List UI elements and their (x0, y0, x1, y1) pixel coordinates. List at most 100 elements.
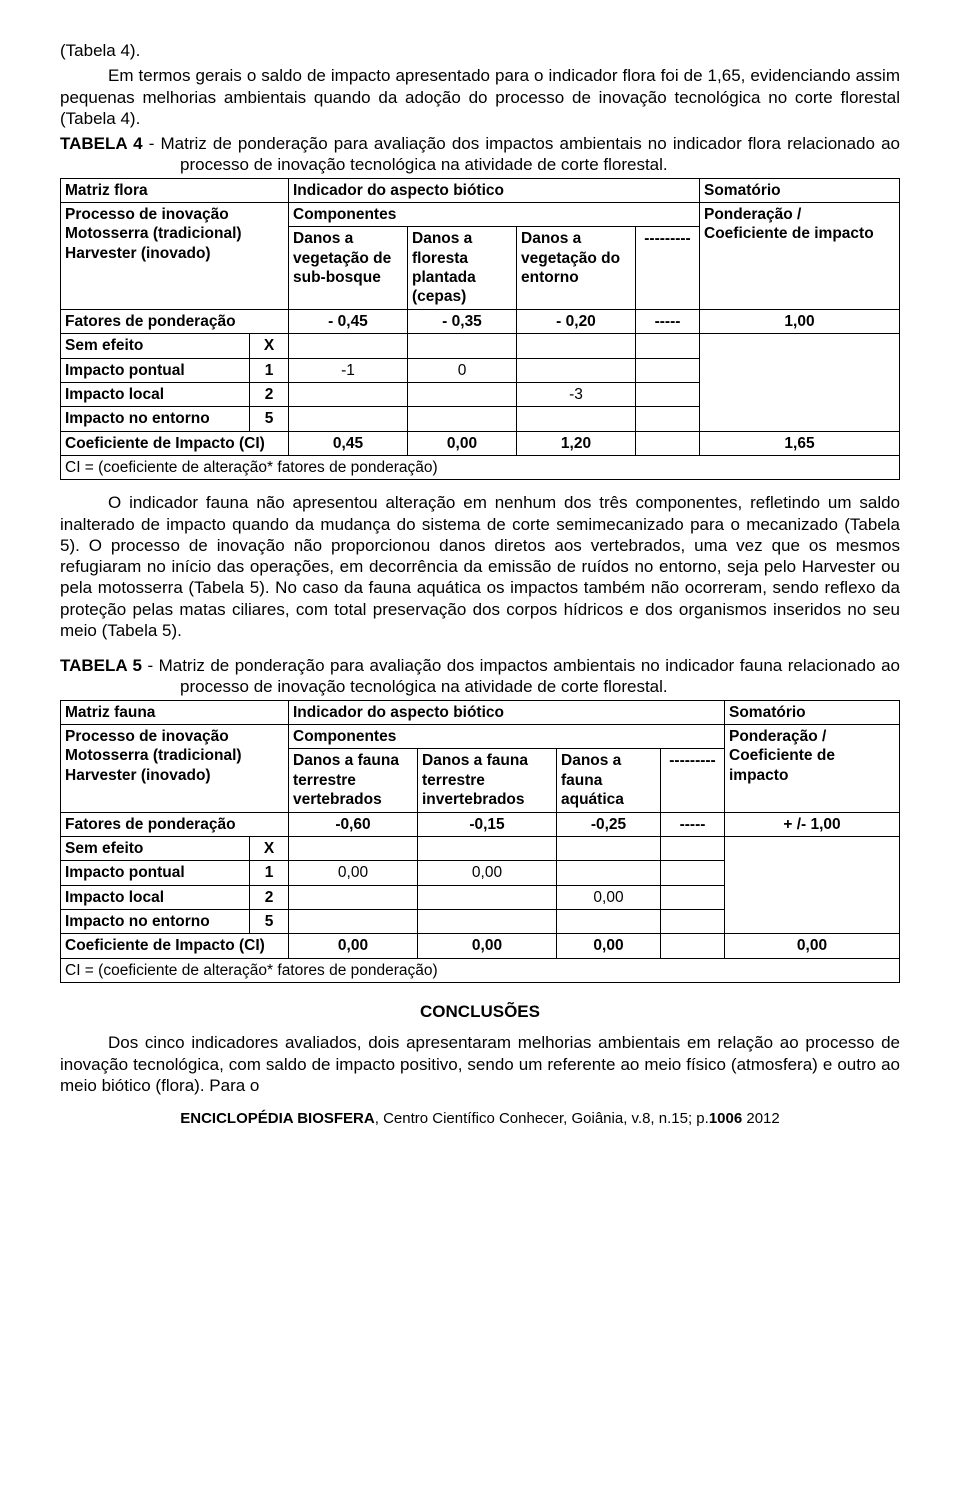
cell-empty (636, 334, 700, 358)
table-row: Fatores de ponderação -0,60 -0,15 -0,25 … (61, 812, 900, 836)
t4-r1c1: Matriz flora (61, 178, 289, 202)
paragraph-2: Em termos gerais o saldo de impacto apre… (60, 65, 900, 129)
table5-caption-body: - Matriz de ponderação para avaliação do… (147, 656, 900, 696)
footer-journal: ENCICLOPÉDIA BIOSFERA (180, 1110, 374, 1127)
footer-year: 2012 (742, 1110, 780, 1127)
table-row: Coeficiente de Impacto (CI) 0,00 0,00 0,… (61, 934, 900, 958)
cell-empty (289, 885, 418, 909)
t5-ip-v: 1 (250, 861, 289, 885)
t5-proc-b: Motosserra (tradicional) (65, 747, 242, 764)
t5-fp2: -0,15 (418, 812, 557, 836)
t5-fp1: -0,60 (289, 812, 418, 836)
table-row: Sem efeito X (61, 334, 900, 358)
t5-ie: Impacto no entorno (61, 910, 250, 934)
table5-caption: TABELA 5 - Matriz de ponderação para ava… (60, 655, 900, 698)
table-row: Fatores de ponderação - 0,45 - 0,35 - 0,… (61, 309, 900, 333)
cell-empty (408, 407, 517, 431)
paragraph-lead: (Tabela 4). (60, 40, 900, 61)
t4-h-c4: Danos a vegetação do entorno (517, 227, 636, 310)
t5-se: Sem efeito (61, 836, 250, 860)
t5-il: Impacto local (61, 885, 250, 909)
t4-ip: Impacto pontual (61, 358, 250, 382)
t4-ie: Impacto no entorno (61, 407, 250, 431)
cell-empty (636, 382, 700, 406)
t4-proc-c: Harvester (inovado) (65, 245, 211, 262)
t4-se: Sem efeito (61, 334, 250, 358)
t4-note: CI = (coeficiente de alteração* fatores … (61, 456, 900, 480)
t5-h-dash: --------- (661, 749, 725, 812)
t4-ci2: 0,00 (408, 431, 517, 455)
cell-empty (289, 382, 408, 406)
table-row: CI = (coeficiente de alteração* fatores … (61, 958, 900, 982)
table4-caption-lead: TABELA 4 (60, 134, 149, 153)
t4-proc-b: Motosserra (tradicional) (65, 225, 242, 242)
cell-empty (661, 910, 725, 934)
cell-empty (418, 910, 557, 934)
cell-empty (517, 407, 636, 431)
table-row: CI = (coeficiente de alteração* fatores … (61, 456, 900, 480)
t5-components: Componentes (289, 725, 725, 749)
t5-cisum: 0,00 (725, 934, 900, 958)
t5-h-c3: Danos a fauna aquática (557, 749, 661, 812)
t4-ci3: 1,20 (517, 431, 636, 455)
t4-il: Impacto local (61, 382, 250, 406)
cell-empty (661, 861, 725, 885)
page-footer: ENCICLOPÉDIA BIOSFERA, Centro Científico… (60, 1110, 900, 1129)
t5-r1c3: Somatório (725, 700, 900, 724)
cell-empty (289, 836, 418, 860)
cell-empty (408, 382, 517, 406)
table-row: Processo de inovação Motosserra (tradici… (61, 725, 900, 749)
t4-blank-sum (700, 334, 900, 432)
footer-page: 1006 (709, 1110, 742, 1127)
t4-ci1: 0,45 (289, 431, 408, 455)
table-4: Matriz flora Indicador do aspecto biótic… (60, 178, 900, 481)
t4-ie-v: 5 (250, 407, 289, 431)
table-row: Coeficiente de Impacto (CI) 0,45 0,00 1,… (61, 431, 900, 455)
conclusions-heading: CONCLUSÕES (60, 1001, 900, 1022)
t5-ci: Coeficiente de Impacto (CI) (61, 934, 289, 958)
t5-h-c1: Danos a fauna terrestre vertebrados (289, 749, 418, 812)
cell-empty (418, 836, 557, 860)
cell-empty (636, 431, 700, 455)
cell-empty (289, 334, 408, 358)
cell-empty (517, 358, 636, 382)
t4-process-cell: Processo de inovação Motosserra (tradici… (61, 202, 289, 309)
t5-il-v: 2 (250, 885, 289, 909)
table-row: Matriz flora Indicador do aspecto biótic… (61, 178, 900, 202)
t5-ci3: 0,00 (557, 934, 661, 958)
t5-ci2: 0,00 (418, 934, 557, 958)
t4-r1c2: Indicador do aspecto biótico (289, 178, 700, 202)
t5-h-c2: Danos a fauna terrestre invertebrados (418, 749, 557, 812)
cell-empty (661, 836, 725, 860)
t4-h-dash: --------- (636, 227, 700, 310)
t4-r1c3: Somatório (700, 178, 900, 202)
paragraph-3: O indicador fauna não apresentou alteraç… (60, 492, 900, 641)
cell-empty (557, 910, 661, 934)
t5-r1c1: Matriz fauna (61, 700, 289, 724)
t5-ip-c2: 0,00 (418, 861, 557, 885)
t5-il-c3: 0,00 (557, 885, 661, 909)
cell-empty (289, 910, 418, 934)
t4-cisum: 1,65 (700, 431, 900, 455)
t5-proc-a: Processo de inovação (65, 728, 229, 745)
t5-ie-v: 5 (250, 910, 289, 934)
t4-ip-c2: 0 (408, 358, 517, 382)
table-row: Sem efeito X (61, 836, 900, 860)
cell-empty (661, 885, 725, 909)
cell-empty (636, 407, 700, 431)
t5-fp4: ----- (661, 812, 725, 836)
t5-sum-a: Ponderação / (729, 728, 826, 745)
t4-fp2: - 0,35 (408, 309, 517, 333)
t5-sum-label: Ponderação / Coeficiente de impacto (725, 725, 900, 813)
t5-fp3: -0,25 (557, 812, 661, 836)
t4-h-c2: Danos a floresta plantada (cepas) (408, 227, 517, 310)
table5-caption-lead: TABELA 5 (60, 656, 147, 675)
t4-proc-a: Processo de inovação (65, 206, 229, 223)
t4-il-c3: -3 (517, 382, 636, 406)
t4-h-c1: Danos a vegetação de sub-bosque (289, 227, 408, 310)
t5-sum-b: Coeficiente de impacto (729, 747, 835, 783)
t5-ip-c1: 0,00 (289, 861, 418, 885)
table4-caption-body: - Matriz de ponderação para avaliação do… (149, 134, 900, 174)
t5-se-v: X (250, 836, 289, 860)
t4-sum-label: Ponderação / Coeficiente de impacto (700, 202, 900, 309)
